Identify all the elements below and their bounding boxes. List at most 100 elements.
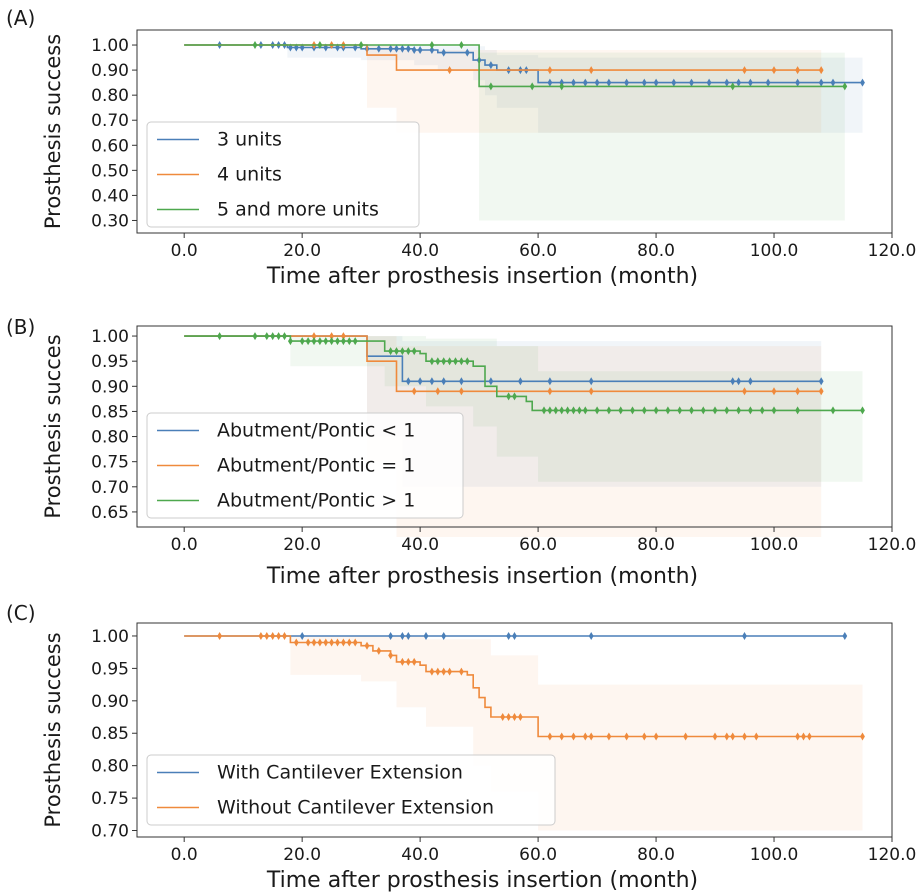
y-tick-label: 0.75 <box>91 789 129 809</box>
censor-mark <box>653 78 659 87</box>
censor-mark <box>323 638 329 647</box>
censor-mark <box>341 337 346 346</box>
censor-mark <box>270 332 276 341</box>
censor-mark <box>323 337 329 346</box>
x-tick-label: 40.0 <box>401 535 439 555</box>
censor-mark <box>677 406 683 415</box>
censor-mark <box>311 332 317 341</box>
censor-mark <box>317 337 323 346</box>
x-tick-label: 0.0 <box>171 241 198 261</box>
censor-mark <box>329 337 334 346</box>
censor-mark <box>547 387 553 396</box>
censor-mark <box>559 732 565 741</box>
censor-mark <box>830 78 836 87</box>
series-line-3 <box>184 44 845 88</box>
censor-mark <box>553 406 559 415</box>
censor-mark <box>559 82 565 91</box>
censor-mark <box>311 638 317 647</box>
censor-mark <box>712 406 718 415</box>
x-tick-label: 20.0 <box>283 535 321 555</box>
censor-mark <box>394 347 399 356</box>
legend-label: Abutment/Pontic = 1 <box>217 455 415 477</box>
x-axis-label: Time after prosthesis insertion (month) <box>266 564 698 589</box>
censor-mark <box>624 78 629 87</box>
censor-mark <box>264 632 270 640</box>
censor-mark <box>346 337 352 346</box>
censor-mark <box>588 732 594 741</box>
censor-mark <box>818 387 824 396</box>
censor-mark <box>282 632 287 640</box>
censor-mark <box>742 632 747 640</box>
censor-mark <box>329 332 334 341</box>
censor-mark <box>588 632 594 640</box>
legend-box <box>146 754 556 826</box>
censor-mark <box>311 337 317 346</box>
censor-mark <box>341 332 346 341</box>
censor-mark <box>352 638 358 647</box>
censor-mark <box>653 732 659 741</box>
censor-mark <box>618 406 624 415</box>
y-tick-label: 0.50 <box>91 161 129 181</box>
censor-mark <box>459 41 464 49</box>
censor-mark <box>842 82 848 91</box>
censor-mark <box>529 82 535 91</box>
censor-mark <box>571 78 576 87</box>
x-tick-label: 40.0 <box>401 241 439 261</box>
x-axis-label: Time after prosthesis insertion (month) <box>266 264 698 289</box>
censor-mark <box>801 732 806 741</box>
censor-mark <box>818 377 824 386</box>
censor-mark <box>842 632 848 640</box>
censor-mark <box>860 406 865 415</box>
x-tick-label: 80.0 <box>637 845 675 865</box>
censor-mark <box>276 332 281 341</box>
censor-mark <box>459 357 464 366</box>
censor-mark <box>700 406 706 415</box>
censor-mark <box>748 377 753 386</box>
censor-mark <box>860 78 865 87</box>
censor-mark <box>447 357 452 366</box>
censor-mark <box>795 732 800 741</box>
censor-mark <box>506 392 511 401</box>
censor-mark <box>252 41 258 49</box>
censor-mark <box>258 632 264 640</box>
censor-mark <box>388 347 393 356</box>
censor-mark <box>429 46 435 54</box>
censor-mark <box>500 713 506 721</box>
censor-mark <box>352 337 358 346</box>
y-tick-label: 0.80 <box>91 428 129 448</box>
censor-mark <box>423 632 429 640</box>
y-tick-label: 0.70 <box>91 822 129 842</box>
censor-mark <box>742 732 747 741</box>
y-tick-label: 0.90 <box>91 692 129 712</box>
censor-mark <box>435 387 441 396</box>
censor-mark <box>559 406 565 415</box>
y-tick-label: 0.85 <box>91 724 129 744</box>
panel-1: 0.0 20.0 40.0 60.0 80.0 100.0 120.0 1.00 0.90 0.8… <box>6 6 916 289</box>
censor-mark <box>630 406 635 415</box>
panel-label: (A) <box>6 6 35 30</box>
censor-mark <box>547 78 553 87</box>
censor-mark <box>317 638 323 647</box>
censor-mark <box>547 732 553 741</box>
y-tick-label: 0.85 <box>91 402 129 422</box>
censor-mark <box>582 732 588 741</box>
legend-label: 5 and more units <box>217 199 379 221</box>
censor-mark <box>547 377 553 386</box>
censor-mark <box>217 332 222 341</box>
censor-mark <box>441 48 447 57</box>
censor-mark <box>577 406 582 415</box>
censor-mark <box>358 41 364 49</box>
censor-mark <box>488 377 494 386</box>
y-axis-label: Prosthesis succes <box>41 334 65 518</box>
censor-mark <box>488 61 494 70</box>
x-tick-label: 0.0 <box>171 845 198 865</box>
censor-mark <box>435 357 441 366</box>
x-tick-label: 100.0 <box>750 241 799 261</box>
censor-mark <box>346 638 352 647</box>
censor-mark <box>641 406 647 415</box>
y-tick-label: 0.90 <box>91 61 129 81</box>
censor-mark <box>394 44 399 53</box>
censor-mark <box>411 387 417 396</box>
censor-mark <box>264 332 270 341</box>
